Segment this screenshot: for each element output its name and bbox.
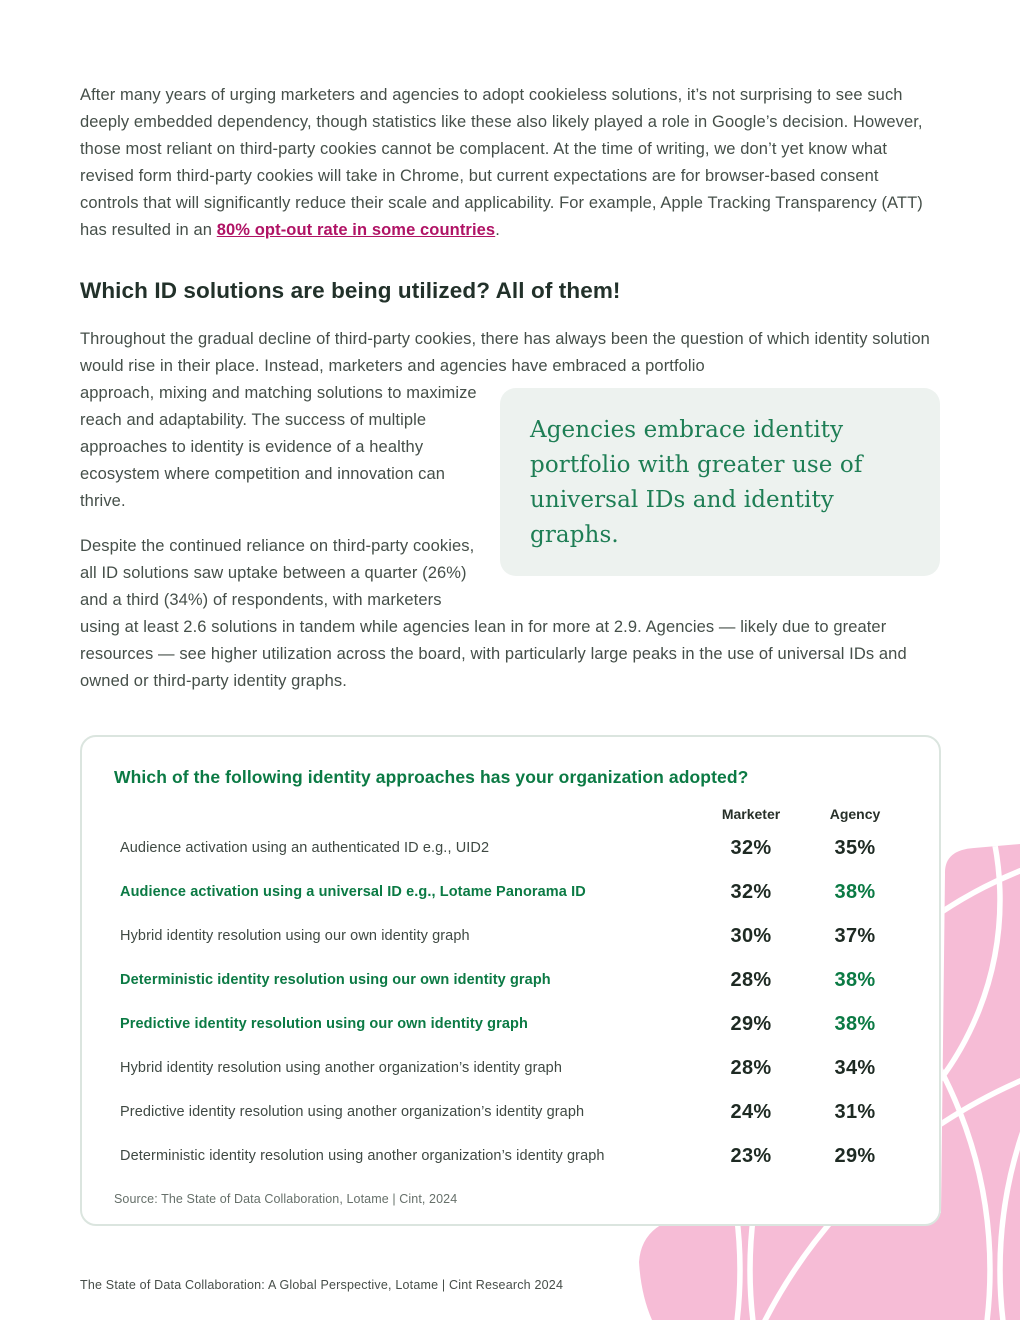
row-label: Hybrid identity resolution using our own… (120, 928, 470, 944)
paragraph-portfolio-wrap: approach, mixing and matching solutions … (80, 384, 477, 510)
table-row: Audience activation using a universal ID… (82, 870, 939, 914)
table-row: Hybrid identity resolution using another… (82, 1046, 939, 1090)
marketer-value: 24% (730, 1100, 772, 1123)
marketer-value: 28% (730, 968, 772, 991)
marketer-value: 29% (730, 1012, 772, 1035)
row-label: Hybrid identity resolution using another… (120, 1060, 562, 1076)
column-header-marketer: Marketer (721, 806, 781, 822)
opt-out-rate-link[interactable]: 80% opt-out rate in some countries (216, 221, 496, 239)
marketer-value: 23% (730, 1144, 772, 1167)
source-note: Source: The State of Data Collaboration,… (114, 1192, 458, 1206)
page-footer: The State of Data Collaboration: A Globa… (80, 1278, 564, 1292)
paragraph-portfolio-lead: Throughout the gradual decline of third-… (80, 330, 930, 375)
table-row: Hybrid identity resolution using our own… (82, 914, 939, 958)
survey-card: Which of the following identity approach… (80, 735, 941, 1226)
agency-value: 29% (834, 1144, 876, 1167)
row-label: Audience activation using a universal ID… (120, 884, 586, 900)
row-label: Deterministic identity resolution using … (120, 972, 551, 988)
agency-value: 35% (834, 836, 876, 859)
agency-value: 38% (834, 968, 876, 991)
pull-quote-text: Agencies embrace identity portfolio with… (530, 417, 863, 548)
agency-value: 38% (834, 1012, 876, 1035)
paragraph-uptake: Despite the continued reliance on third-… (80, 537, 907, 690)
marketer-value: 32% (730, 836, 772, 859)
table-row: Deterministic identity resolution using … (82, 1134, 939, 1178)
table-row: Predictive identity resolution using our… (82, 1002, 939, 1046)
row-label: Predictive identity resolution using our… (120, 1016, 528, 1032)
intro-text-end: . (495, 221, 500, 239)
agency-value: 31% (834, 1100, 876, 1123)
table-row: Audience activation using an authenticat… (82, 826, 939, 870)
agency-value: 37% (834, 924, 876, 947)
table-row: Deterministic identity resolution using … (82, 958, 939, 1002)
agency-value: 38% (834, 880, 876, 903)
marketer-value: 28% (730, 1056, 772, 1079)
main-content: After many years of urging marketers and… (80, 0, 941, 1226)
table-row: Predictive identity resolution using ano… (82, 1090, 939, 1134)
marketer-value: 30% (730, 924, 772, 947)
survey-title: Which of the following identity approach… (114, 767, 749, 787)
column-header-agency: Agency (829, 806, 881, 822)
marketer-value: 32% (730, 880, 772, 903)
row-label: Predictive identity resolution using ano… (120, 1104, 585, 1120)
row-label: Audience activation using an authenticat… (120, 840, 490, 856)
table-header-row: Marketer Agency (82, 804, 939, 826)
paragraph-intro: After many years of urging marketers and… (80, 82, 940, 244)
intro-text: After many years of urging marketers and… (80, 86, 923, 239)
agency-value: 34% (834, 1056, 876, 1079)
row-label: Deterministic identity resolution using … (120, 1148, 605, 1164)
paragraph-portfolio: Throughout the gradual decline of third-… (80, 326, 940, 576)
pull-quote-box: Agencies embrace identity portfolio with… (500, 388, 940, 576)
section-heading: Which ID solutions are being utilized? A… (80, 278, 621, 303)
